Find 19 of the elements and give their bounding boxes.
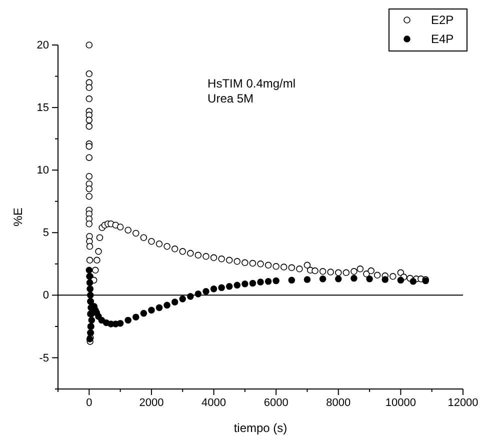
annotation: HsTIM 0.4mg/ml (208, 76, 296, 91)
x-axis-title: tiempo (s) (234, 421, 288, 435)
x-tick-label: 0 (86, 396, 92, 409)
annotation: Urea 5M (208, 92, 254, 106)
legend-label: E2P (431, 13, 454, 27)
y-tick-label: 10 (36, 164, 49, 177)
y-tick-label: 0 (42, 290, 49, 302)
y-tick-label: 5 (42, 227, 49, 240)
y-tick-label: -5 (39, 352, 49, 364)
y-tick-label: 15 (36, 102, 49, 114)
x-tick-label: 12000 (448, 396, 478, 409)
y-axis-title: %E (11, 208, 25, 226)
x-tick-label: 4000 (202, 396, 226, 409)
y-tick-label: 20 (36, 40, 49, 52)
x-tick-label: 2000 (139, 396, 164, 409)
x-tick-label: 10000 (385, 396, 416, 409)
x-tick-label: 6000 (264, 396, 288, 409)
legend-label: E4P (431, 32, 454, 46)
x-tick-label: 8000 (326, 396, 351, 409)
